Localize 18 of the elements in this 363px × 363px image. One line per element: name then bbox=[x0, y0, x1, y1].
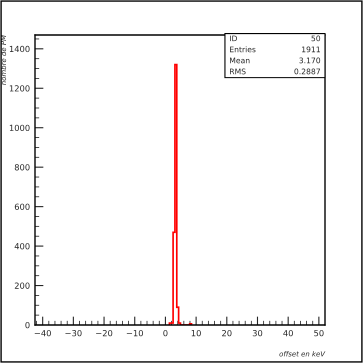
x-tick-label: −30 bbox=[65, 330, 82, 336]
y-tick-label: 200 bbox=[14, 282, 30, 289]
x-tick-label: 40 bbox=[283, 330, 293, 336]
y-tick-label: 600 bbox=[14, 204, 30, 210]
x-tick-label: 30 bbox=[252, 330, 262, 336]
y-tick-label: 0 bbox=[25, 322, 30, 328]
y-tick-label: 1000 bbox=[10, 124, 30, 132]
y-tick-label: 800 bbox=[14, 164, 30, 170]
y-tick-label: 1200 bbox=[10, 85, 30, 92]
x-tick-label: 10 bbox=[192, 330, 201, 336]
x-tick-label: −20 bbox=[96, 330, 112, 336]
y-tick-label: 400 bbox=[14, 243, 30, 250]
x-tick-label: −10 bbox=[126, 330, 143, 336]
x-tick-label: 0 bbox=[163, 330, 168, 336]
x-tick-label: −40 bbox=[34, 330, 51, 336]
y-tick-label: 1400 bbox=[10, 46, 30, 52]
x-tick-label: 50 bbox=[314, 330, 324, 336]
x-tick-label: 20 bbox=[222, 330, 232, 336]
